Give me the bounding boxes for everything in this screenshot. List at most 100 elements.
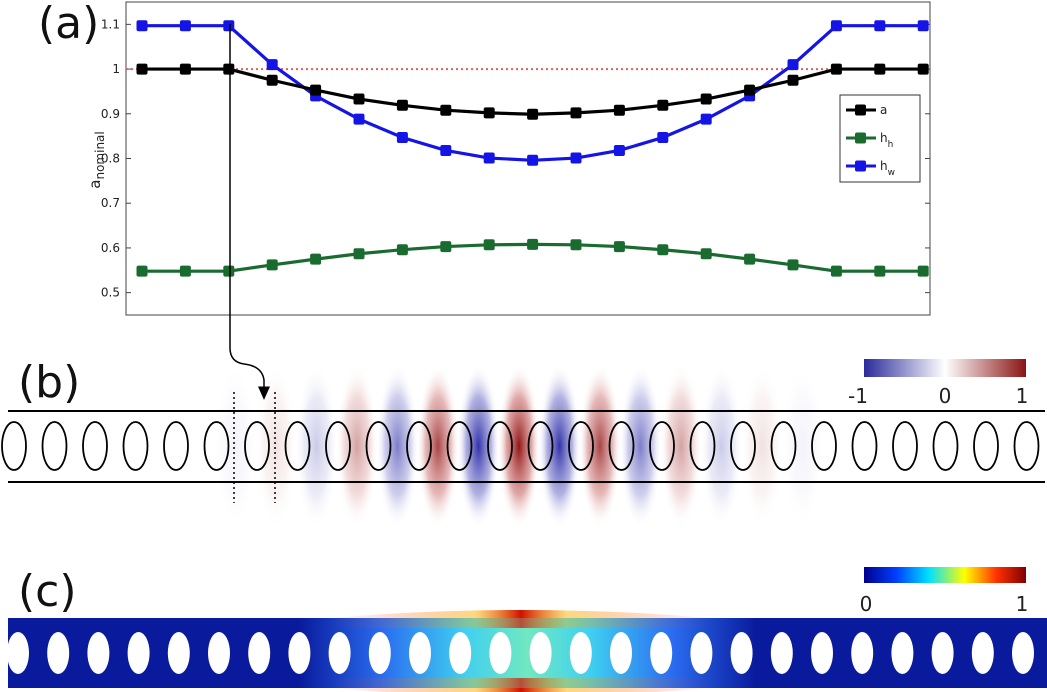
- data-point: [310, 84, 322, 96]
- hole: [449, 632, 472, 674]
- legend-label: hw: [880, 159, 895, 178]
- field-lobe: [457, 364, 500, 528]
- data-point: [830, 265, 842, 277]
- hole: [650, 632, 673, 674]
- data-point: [917, 63, 929, 75]
- panel-c-label: (c): [18, 566, 77, 617]
- y-tick-label: 0.5: [101, 286, 120, 300]
- hole-outline: [932, 421, 959, 471]
- data-point: [483, 107, 495, 119]
- field-lobe: [295, 364, 338, 528]
- field-lobe: [214, 364, 257, 528]
- colorbar-b-tick-mid: 0: [939, 384, 952, 408]
- hole-outline: [122, 421, 149, 471]
- data-point: [440, 104, 452, 116]
- hole-outline: [1, 421, 27, 471]
- panel-c-heatmap: 0 1: [7, 567, 1047, 692]
- data-point: [570, 239, 582, 251]
- hole: [47, 632, 70, 674]
- data-point: [527, 108, 539, 120]
- y-tick-label: 0.7: [101, 196, 120, 210]
- series-a: [136, 63, 929, 120]
- data-point: [136, 20, 148, 32]
- hole-outline: [689, 421, 716, 471]
- data-point: [353, 248, 365, 260]
- hole: [1012, 632, 1034, 674]
- hole: [851, 632, 874, 674]
- legend-label-sub: h: [888, 140, 894, 150]
- data-point: [266, 74, 278, 86]
- data-point: [657, 99, 669, 111]
- data-point: [830, 20, 842, 32]
- data-point: [830, 63, 842, 75]
- field-lobe: [336, 364, 378, 528]
- data-point: [657, 131, 669, 143]
- data-point: [440, 144, 452, 156]
- data-point: [787, 74, 799, 86]
- field-lobe: [619, 364, 662, 528]
- legend-label-sub: w: [888, 168, 895, 178]
- y-axis-label-main: a: [86, 180, 104, 189]
- y-tick-label: 0.6: [101, 241, 120, 255]
- beam-top-glow: [330, 618, 712, 628]
- data-point: [744, 84, 756, 96]
- hole-outline: [82, 421, 108, 471]
- beam-body: [8, 618, 1047, 688]
- data-point: [613, 144, 625, 156]
- data-point: [396, 131, 408, 143]
- hole: [891, 632, 914, 674]
- hole-outline: [649, 421, 675, 471]
- hole: [288, 632, 311, 674]
- data-point: [570, 152, 582, 164]
- colorbar-b-tick-max: 1: [1016, 384, 1029, 408]
- hole: [529, 632, 552, 674]
- hole-outline: [244, 421, 270, 471]
- series-h-h: [136, 238, 929, 277]
- hole-outline: [973, 421, 999, 471]
- data-point: [657, 244, 669, 256]
- hole-outline: [325, 421, 351, 471]
- data-point: [700, 248, 712, 260]
- hole: [7, 632, 29, 674]
- data-point: [223, 20, 235, 32]
- colorbar-b: [864, 359, 1026, 377]
- panel-b-field: -1 0 1: [1, 359, 1045, 528]
- data-point: [570, 107, 582, 119]
- hole: [811, 632, 833, 674]
- data-point: [527, 154, 539, 166]
- data-point: [700, 93, 712, 105]
- hole-outline: [163, 421, 189, 471]
- data-point: [310, 253, 322, 265]
- panel-b-label: (b): [18, 357, 81, 408]
- data-point: [179, 265, 191, 277]
- legend-label: hh: [880, 131, 893, 150]
- hole-outline: [892, 421, 918, 471]
- hole: [208, 632, 230, 674]
- y-tick-label: 0.9: [101, 107, 120, 121]
- hole-outline: [730, 421, 756, 471]
- legend-marker: [855, 104, 866, 116]
- data-point: [744, 253, 756, 265]
- field-lobe: [741, 364, 783, 528]
- holes-c: [7, 632, 1034, 674]
- beam-top-hotspot: [330, 610, 712, 618]
- indicator-arrow: [229, 24, 270, 400]
- y-tick-label: 1: [112, 62, 120, 76]
- data-point: [874, 20, 886, 32]
- data-point: [483, 152, 495, 164]
- hole: [569, 632, 592, 674]
- data-point: [396, 244, 408, 256]
- data-point: [266, 59, 278, 71]
- data-point: [353, 113, 365, 125]
- hole: [127, 632, 150, 674]
- data-point: [223, 265, 235, 277]
- data-point: [266, 259, 278, 271]
- data-point: [917, 20, 929, 32]
- hole-outline: [203, 421, 230, 471]
- hole: [368, 632, 391, 674]
- data-point: [700, 113, 712, 125]
- colorbar-c: [864, 567, 1026, 583]
- data-point: [787, 259, 799, 271]
